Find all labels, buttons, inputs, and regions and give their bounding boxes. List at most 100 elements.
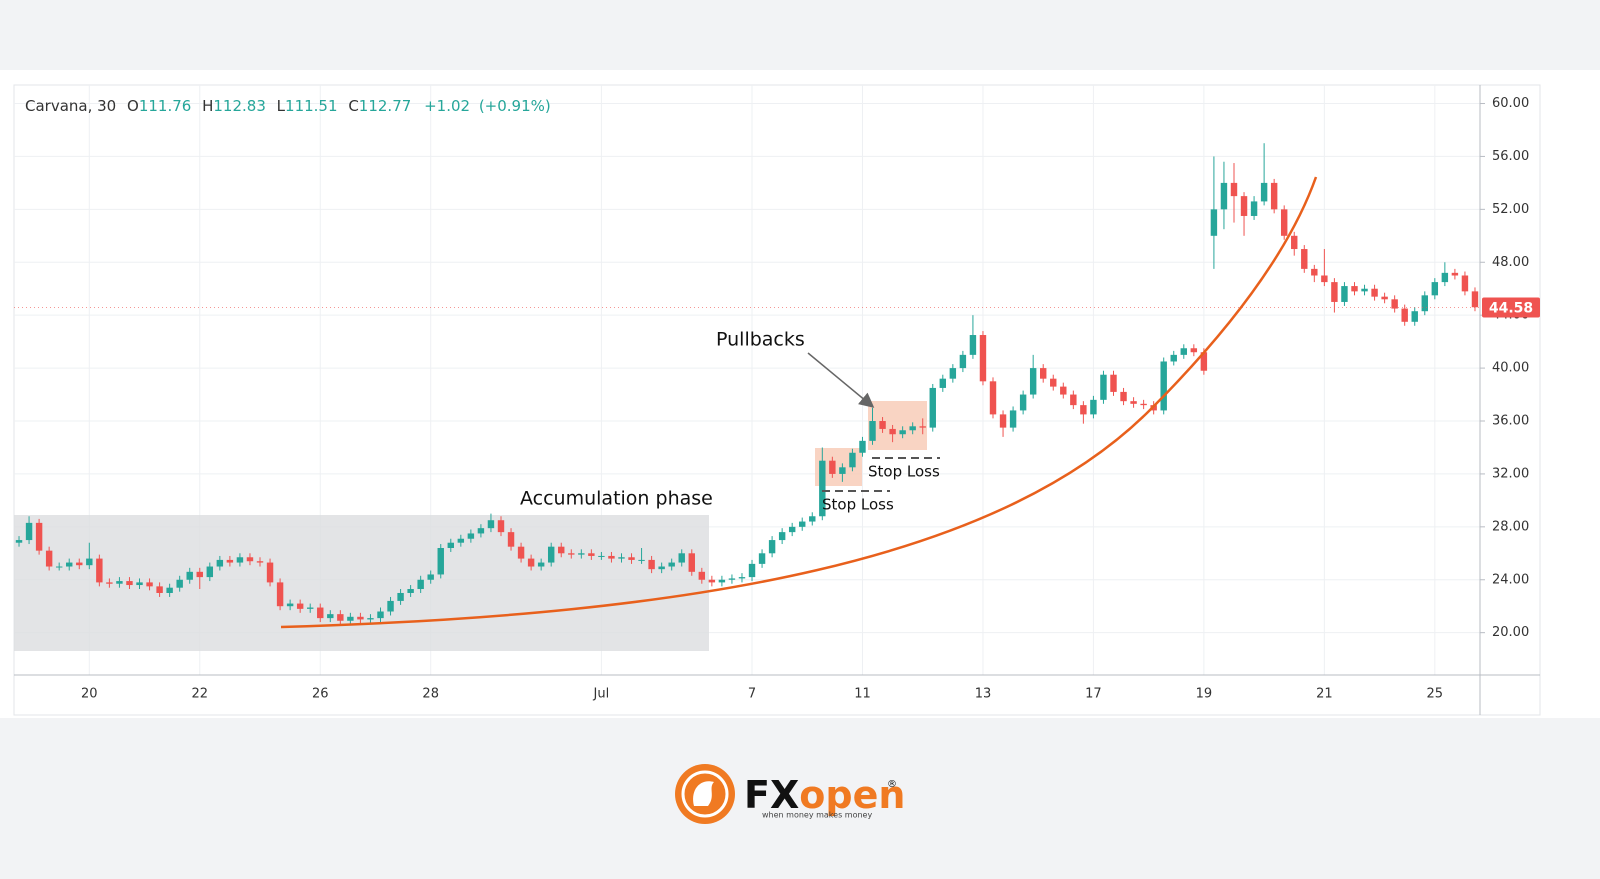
x-tick-label: 13 (975, 687, 992, 702)
candle-body (708, 579, 716, 583)
candle-body (809, 516, 816, 522)
open-label: O (127, 97, 139, 115)
y-tick-label: 52.00 (1492, 202, 1529, 217)
candle-body (55, 566, 63, 568)
high-label: H (202, 97, 213, 115)
candle-body (869, 421, 876, 441)
x-tick-label: 19 (1196, 687, 1213, 702)
candle-body (276, 582, 284, 607)
logo-open: open (799, 773, 905, 817)
candle-body (668, 562, 675, 567)
candle-body (176, 579, 183, 588)
candle-body (748, 563, 756, 578)
x-tick-label: 22 (191, 687, 208, 702)
candle-body (1431, 282, 1439, 296)
candle-body (1039, 368, 1047, 379)
candle-body (1240, 196, 1248, 216)
candle-body (558, 546, 565, 554)
candle-body (1270, 182, 1278, 210)
candle-body (839, 467, 846, 474)
candle-body (417, 579, 424, 590)
candle-body (859, 440, 866, 453)
annotation: Stop Loss (822, 496, 894, 514)
candle-body (1210, 209, 1218, 236)
candle-body (106, 582, 113, 584)
candle-body (1411, 311, 1418, 322)
candle-body (1180, 348, 1188, 355)
x-tick-label: 25 (1427, 687, 1444, 702)
candle-body (778, 532, 786, 541)
candle-body (1451, 272, 1459, 276)
candle-body (66, 562, 73, 567)
low-label: L (277, 97, 286, 115)
candle-body (688, 553, 695, 572)
x-tick-label: 7 (748, 687, 756, 702)
logo-icon-shape (693, 781, 714, 806)
candle-body (608, 555, 615, 559)
candle-body (35, 522, 43, 551)
candles (15, 143, 1479, 625)
candle-body (638, 559, 645, 561)
candle-body (1120, 391, 1127, 402)
candle-body (507, 532, 515, 547)
candle-body (527, 558, 535, 567)
candle-body (457, 538, 465, 543)
candle-body (618, 557, 625, 559)
candle-body (1381, 296, 1388, 300)
candle-body (598, 555, 605, 557)
annotation: Stop Loss (868, 463, 940, 481)
close-label: C (348, 97, 358, 115)
candle-body (387, 600, 394, 612)
candle-body (1250, 201, 1258, 216)
candle-body (377, 611, 384, 619)
candle-body (1361, 288, 1368, 292)
last-price-label: 44.58 (1489, 301, 1533, 317)
candle-body (246, 557, 254, 562)
candle-body (1019, 394, 1027, 411)
candle-body (196, 571, 203, 578)
candle-body (1260, 182, 1268, 202)
candle-body (879, 421, 886, 429)
candle-body (45, 550, 53, 567)
candle-body (487, 520, 495, 529)
candle-body (327, 614, 334, 619)
candle-body (477, 528, 485, 534)
change: +1.02 (424, 97, 470, 115)
candle-body (367, 618, 374, 620)
logo-registered: ® (887, 779, 897, 790)
candle-body (578, 553, 585, 555)
candle-body (969, 335, 977, 355)
y-tick-label: 56.00 (1492, 149, 1529, 164)
candle-body (116, 581, 123, 584)
candle-body (76, 562, 83, 566)
candle-body (1009, 410, 1017, 428)
candle-body (989, 381, 997, 415)
candle-body (517, 546, 525, 559)
symbol: Carvana, 30 (25, 97, 116, 115)
annotation-arrow (807, 352, 875, 408)
y-tick-label: 24.00 (1492, 572, 1529, 587)
candle-body (658, 566, 665, 570)
candle-body (357, 616, 364, 620)
candle-body (427, 574, 434, 580)
candle-body (216, 559, 224, 567)
candle-body (1190, 348, 1198, 353)
candle-body (317, 607, 324, 619)
candle-body (1090, 399, 1097, 415)
candle-body (1029, 368, 1037, 395)
logo-tagline: when money makes money (762, 811, 872, 820)
last-price-tag (1482, 297, 1540, 318)
open-value: 111.76 (139, 97, 192, 115)
x-tick-label: 26 (312, 687, 329, 702)
candle-body (678, 553, 685, 563)
candle-body (25, 522, 33, 541)
logo-icon-ring (681, 770, 729, 818)
candle-body (959, 354, 967, 369)
candle-body (1301, 249, 1308, 269)
close-value: 112.77 (359, 97, 412, 115)
candle-body (1100, 374, 1107, 400)
candle-body (467, 533, 475, 539)
candle-body (166, 587, 173, 593)
candle-body (718, 579, 726, 583)
